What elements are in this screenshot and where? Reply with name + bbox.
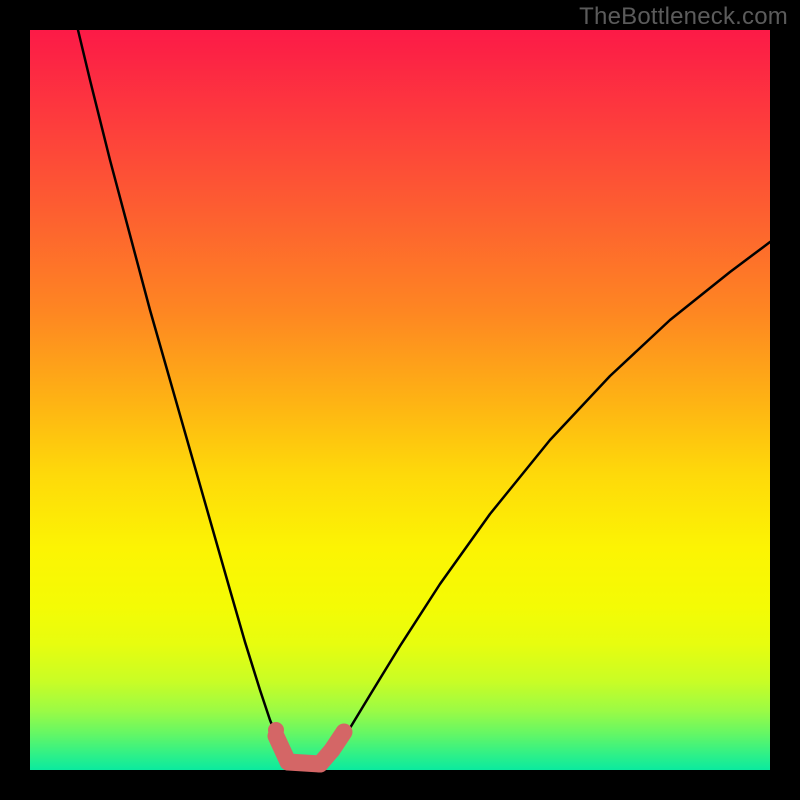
chart-container: TheBottleneck.com [0, 0, 800, 800]
plot-background [30, 30, 770, 770]
bottleneck-chart [0, 0, 800, 800]
marker-segment [332, 732, 344, 750]
watermark-text: TheBottleneck.com [579, 3, 788, 31]
